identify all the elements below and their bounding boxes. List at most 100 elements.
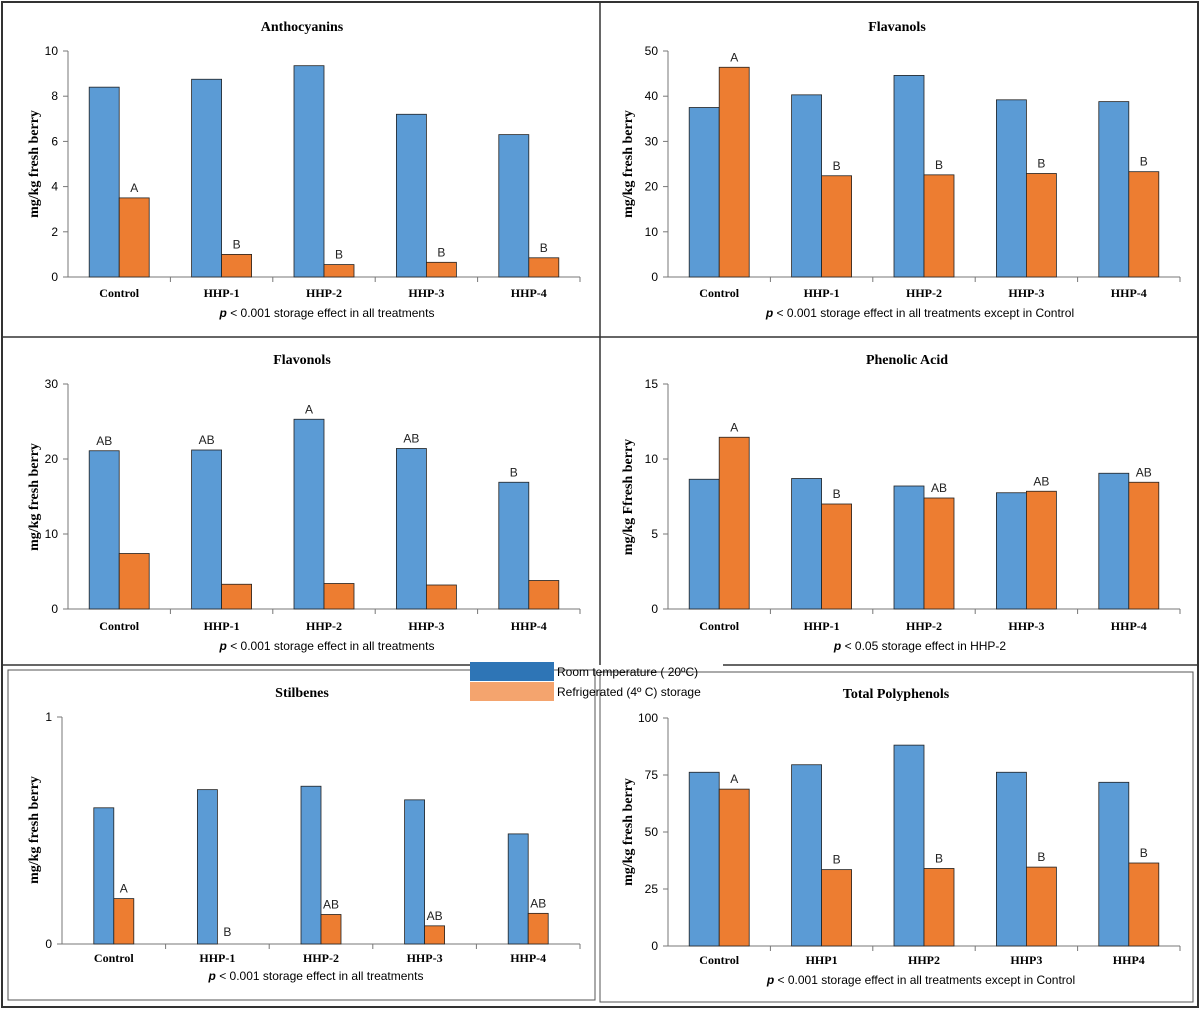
x-tick-label: HHP4 [1113, 953, 1145, 967]
x-tick-label: HHP-2 [303, 951, 339, 965]
y-axis-label: mg/kg fresh berry [27, 443, 42, 551]
significance-letter: AB [323, 897, 339, 911]
x-tick-label: HHP-4 [510, 951, 546, 965]
y-tick-label: 75 [645, 768, 659, 782]
significance-letter: B [1037, 850, 1045, 864]
bar-fridge-hhp-3 [1026, 490, 1057, 610]
bar-room-hhp-3 [404, 799, 426, 945]
significance-letter: B [1140, 155, 1148, 169]
significance-letter: AB [931, 481, 947, 495]
y-tick-label: 0 [51, 602, 58, 616]
bar-room-control [688, 771, 720, 947]
footnote-p-symbol: p [833, 639, 841, 653]
x-tick-label: HHP-2 [906, 286, 942, 300]
y-tick-label: 10 [645, 225, 659, 239]
footnote-text: < 0.001 storage effect in all treatments… [773, 306, 1074, 320]
legend: Room temperature ( 20ºC) Refrigerated (4… [470, 662, 701, 701]
bar-room-hhp-2 [893, 75, 925, 278]
bar-fridge-hhp-1 [221, 253, 253, 278]
bar-fridge-hhp2 [923, 868, 955, 947]
significance-letter: AB [403, 432, 419, 446]
x-tick-label: HHP-3 [408, 286, 444, 300]
x-tick-label: HHP-4 [1111, 619, 1147, 633]
footnote-p-symbol: p [766, 973, 774, 987]
x-tick-label: HHP-3 [407, 951, 443, 965]
y-tick-label: 25 [645, 882, 659, 896]
bar-room-hhp3 [996, 771, 1027, 947]
x-tick-label: HHP-1 [804, 286, 840, 300]
significance-letter: B [1140, 846, 1148, 860]
x-tick-label: HHP-1 [204, 286, 240, 300]
significance-letter: B [1037, 156, 1045, 170]
y-tick-label: 0 [51, 270, 58, 284]
bar-fridge-hhp4 [1128, 862, 1160, 947]
significance-letter: AB [96, 434, 112, 448]
bar-room-hhp-4 [1098, 472, 1130, 610]
significance-letter: AB [199, 433, 215, 447]
significance-letter: A [730, 420, 738, 434]
chart-stilbenes: Stilbenes mg/kg fresh berry 0 1 Control A HHP-… [27, 686, 581, 983]
y-tick-label: 20 [45, 452, 59, 466]
significance-letter: B [833, 853, 841, 867]
y-tick-label: 1 [45, 710, 52, 724]
x-tick-label: HHP-3 [1008, 619, 1044, 633]
significance-letter: AB [1033, 474, 1049, 488]
bar-fridge-hhp1 [821, 869, 852, 947]
significance-letter: AB [1136, 465, 1152, 479]
legend-fridge-swatch [470, 682, 554, 701]
footnote-text: < 0.001 storage effect in all treatments… [774, 973, 1075, 987]
y-tick-label: 6 [51, 134, 58, 148]
bar-fridge-hhp-2 [923, 497, 955, 610]
bar-room-hhp-1 [191, 449, 223, 610]
y-axis-label: mg/kg fresh berry [27, 776, 42, 884]
chart-title: Stilbenes [275, 686, 329, 701]
bar-fridge-hhp-4 [528, 257, 560, 278]
y-tick-label: 2 [51, 225, 58, 239]
y-tick-label: 10 [45, 527, 59, 541]
bar-fridge-control [113, 898, 135, 945]
y-tick-label: 40 [645, 89, 659, 103]
footnote-text: < 0.001 storage effect in all treatments [216, 969, 424, 983]
footnote-p-symbol: p [219, 306, 227, 320]
bar-room-hhp-3 [395, 448, 427, 610]
bar-room-hhp-4 [498, 134, 530, 278]
chart-title: Total Polyphenols [843, 687, 950, 702]
bar-fridge-hhp-3 [425, 261, 457, 278]
bar-fridge-hhp-1 [221, 583, 253, 610]
bar-room-hhp-2 [293, 418, 325, 610]
bar-room-hhp-2 [293, 65, 325, 278]
significance-letter: B [540, 241, 548, 255]
x-tick-label: Control [99, 619, 139, 633]
significance-letter: B [510, 465, 518, 479]
y-tick-label: 0 [651, 602, 658, 616]
x-tick-label: HHP3 [1010, 953, 1042, 967]
x-tick-label: Control [699, 953, 739, 967]
bar-fridge-hhp-4 [1128, 481, 1160, 610]
y-tick-label: 8 [51, 89, 58, 103]
bar-fridge-control [718, 66, 750, 278]
bar-fridge-control [718, 436, 750, 610]
bar-room-control [88, 86, 120, 278]
significance-letter: B [223, 925, 231, 939]
chart-title: Anthocyanins [261, 20, 344, 35]
chart-footnote: p < 0.05 storage effect in HHP-2 [833, 639, 1007, 653]
significance-letter: B [833, 487, 841, 501]
bar-fridge-control [718, 788, 750, 947]
footnote-p-symbol: p [208, 969, 216, 983]
footnote-p-symbol: p [219, 639, 227, 653]
bar-room-control [93, 807, 115, 945]
significance-letter: B [233, 237, 241, 251]
x-tick-label: HHP-4 [511, 286, 547, 300]
chart-footnote: p < 0.001 storage effect in all treatmen… [765, 306, 1074, 320]
y-axis-label: mg/kg fresh berry [621, 110, 636, 218]
y-tick-label: 10 [645, 452, 659, 466]
x-tick-label: HHP-1 [204, 619, 240, 633]
bar-room-control [688, 107, 720, 278]
chart-footnote: p < 0.001 storage effect in all treatmen… [219, 639, 435, 653]
bar-fridge-hhp-4 [528, 580, 560, 610]
y-tick-label: 0 [651, 270, 658, 284]
chart-title: Phenolic Acid [866, 353, 948, 368]
significance-letter: B [935, 851, 943, 865]
chart-footnote: p < 0.001 storage effect in all treatmen… [766, 973, 1075, 987]
